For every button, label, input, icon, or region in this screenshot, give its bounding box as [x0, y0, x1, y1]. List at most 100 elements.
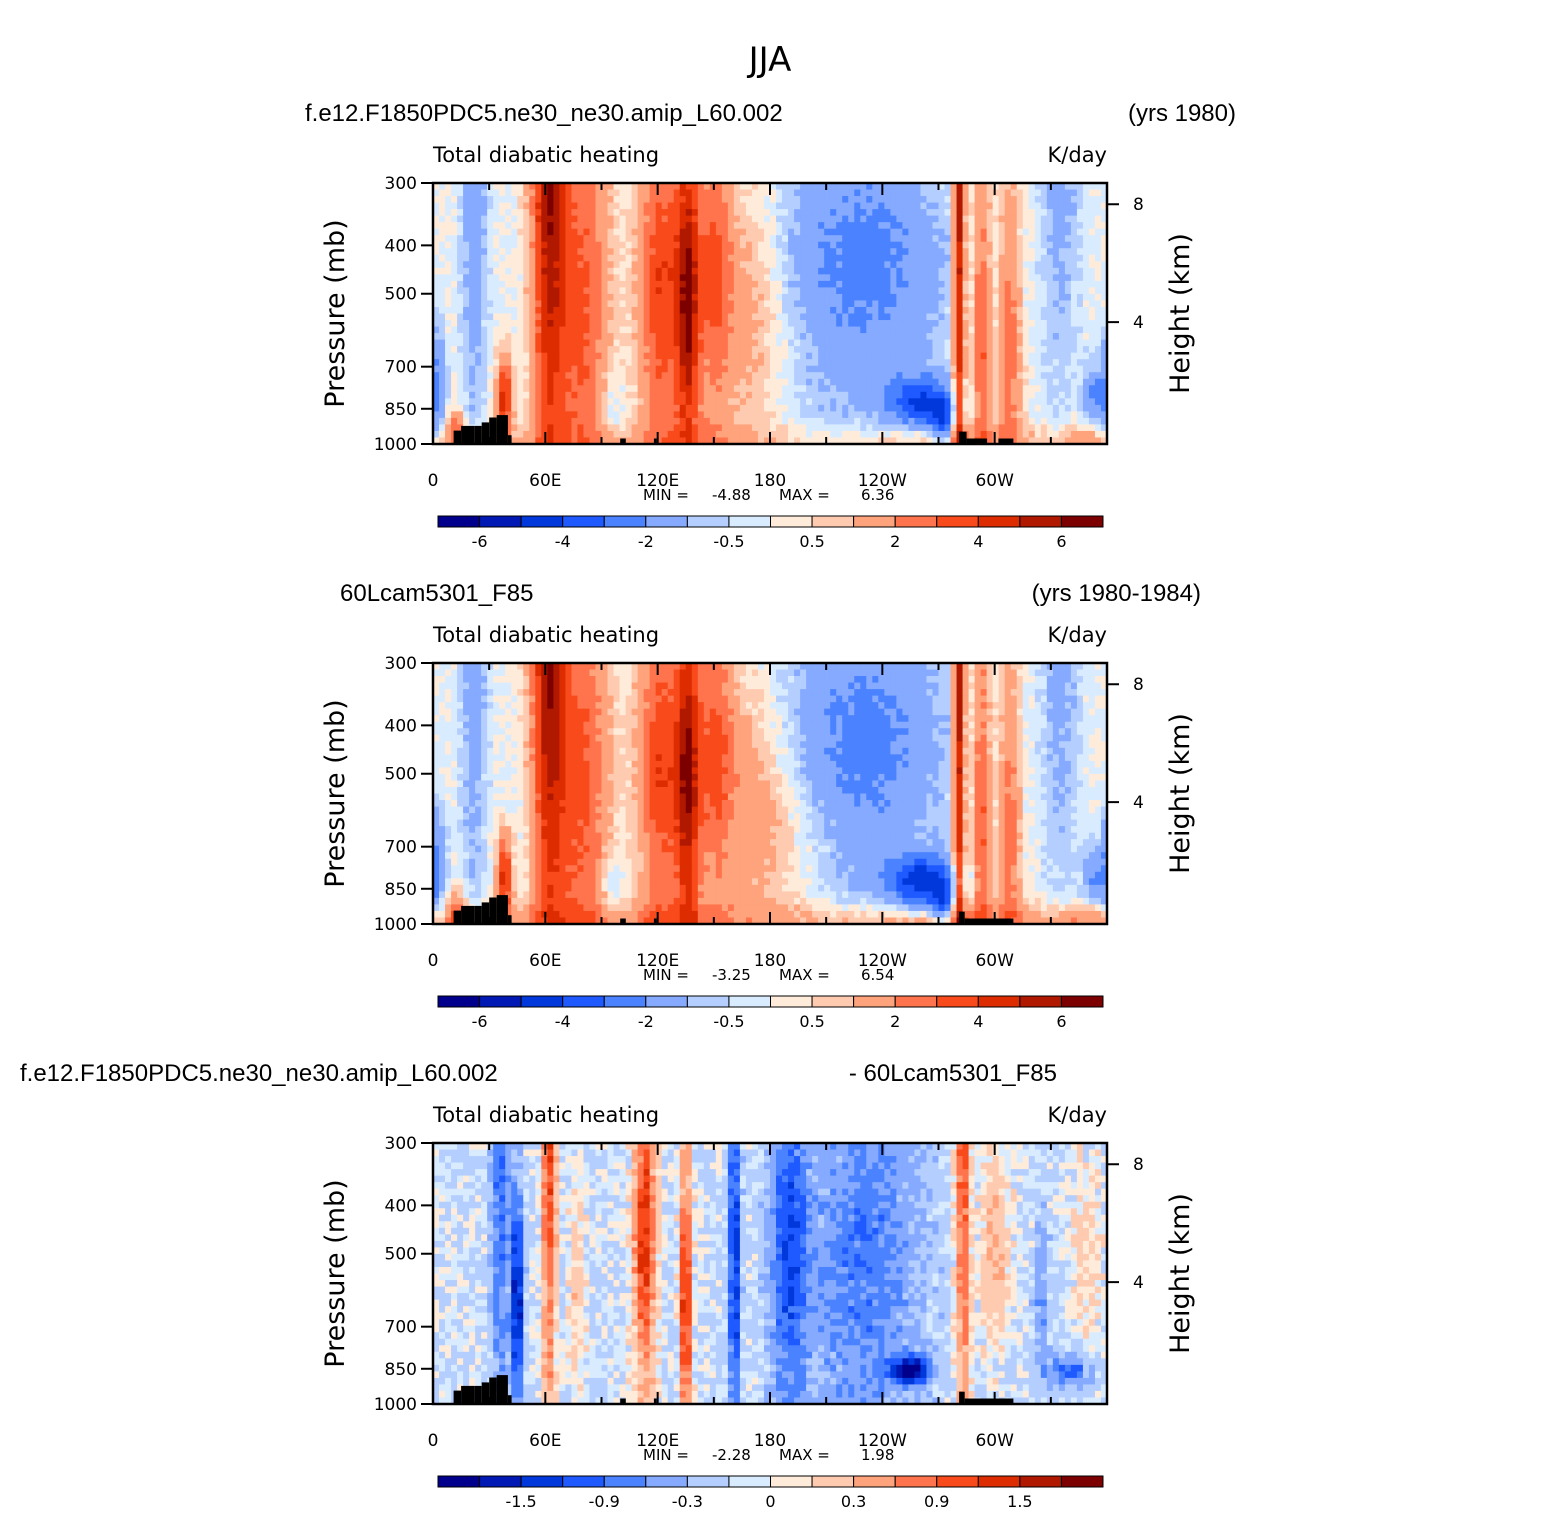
heatmap-cell [463, 235, 470, 243]
heatmap-cell [1058, 417, 1066, 426]
heatmap-cell [884, 215, 891, 223]
heatmap-cell [643, 682, 651, 690]
heatmap-cell [445, 359, 452, 367]
heatmap-cell [679, 280, 687, 289]
heatmap-cell [763, 215, 771, 223]
heatmap-cell [529, 333, 536, 341]
heatmap-cell [836, 228, 843, 236]
heatmap-cell [445, 333, 452, 341]
heatmap-cell [505, 287, 512, 295]
heatmap-cell [673, 411, 681, 419]
heatmap-cell [571, 669, 579, 677]
heatmap-cell [457, 663, 464, 671]
heatmap-cell [733, 293, 741, 302]
heatmap-cell [968, 248, 976, 256]
heatmap-cell [667, 339, 675, 347]
heatmap-cell [1040, 404, 1048, 412]
heatmap-cell [818, 430, 825, 439]
heatmap-cell [770, 202, 777, 210]
heatmap-cell [1034, 385, 1042, 393]
heatmap-cell [637, 189, 645, 197]
heatmap-cell [511, 333, 518, 341]
heatmap-cell [902, 359, 910, 367]
heatmap-cell [926, 209, 934, 217]
heatmap-cell [529, 404, 536, 412]
heatmap-cell [854, 346, 861, 354]
heatmap-cell [469, 346, 476, 354]
heatmap-cell [1088, 417, 1096, 426]
heatmap-cell [523, 248, 530, 256]
heatmap-cell [854, 215, 861, 223]
heatmap-cell [884, 372, 891, 380]
heatmap-cell [697, 306, 705, 315]
heatmap-cell [1040, 202, 1048, 210]
heatmap-cell [1034, 352, 1042, 360]
heatmap-cell [715, 424, 723, 432]
heatmap-cell [475, 248, 482, 256]
heatmap-cell [1034, 424, 1042, 432]
heatmap-cell [794, 326, 801, 334]
heatmap-cell [685, 346, 693, 354]
heatmap-cell [469, 359, 476, 367]
heatmap-cell [463, 326, 470, 334]
heatmap-cell [776, 228, 783, 236]
heatmap-cell [763, 430, 771, 439]
heatmap-cell [908, 183, 916, 191]
heatmap-cell [1016, 359, 1024, 367]
heatmap-cell [589, 313, 597, 321]
heatmap-cell [914, 228, 922, 236]
heatmap-cell [1058, 398, 1066, 406]
heatmap-cell [860, 261, 867, 269]
heatmap-cell [800, 235, 807, 243]
heatmap-cell [848, 339, 855, 347]
heatmap-cell [463, 183, 470, 191]
heatmap-cell [860, 411, 867, 419]
heatmap-cell [1058, 372, 1066, 380]
heatmap-cell [757, 209, 765, 217]
heatmap-cell [1040, 346, 1048, 354]
heatmap-cell [1082, 293, 1090, 302]
heatmap-cell [565, 430, 573, 439]
heatmap-cell [607, 241, 615, 249]
heatmap-cell [770, 676, 777, 684]
heatmap-cell [703, 346, 711, 354]
heatmap-cell [661, 676, 669, 684]
heatmap-cell [1004, 189, 1012, 197]
heatmap-cell [631, 235, 639, 243]
heatmap-cell [667, 280, 675, 289]
heatmap-cell [1070, 359, 1078, 367]
heatmap-cell [1010, 267, 1018, 275]
heatmap-cell [1094, 352, 1102, 360]
heatmap-cell [932, 359, 940, 367]
heatmap-cell [836, 274, 843, 282]
heatmap-cell [920, 222, 928, 230]
heatmap-cell [691, 248, 699, 256]
heatmap-cell [842, 320, 849, 328]
heatmap-cell [854, 300, 861, 308]
heatmap-cell [601, 320, 609, 328]
heatmap-cell [547, 254, 554, 262]
colorbar-box [728, 515, 772, 528]
heatmap-cell [559, 333, 566, 341]
heatmap-cell [962, 274, 970, 282]
heatmap-cell [745, 411, 753, 419]
heatmap-cell [547, 300, 554, 308]
heatmap-cell [499, 287, 506, 295]
heatmap-cell [457, 320, 464, 328]
heatmap-cell [770, 385, 777, 393]
colorbar-box [1019, 515, 1062, 528]
heatmap-cell [1004, 209, 1012, 217]
heatmap-cell [944, 424, 952, 432]
heatmap-cell [607, 248, 615, 256]
heatmap-cell [613, 254, 621, 262]
heatmap-cell [511, 372, 518, 380]
heatmap-cell [992, 254, 1000, 262]
heatmap-cell [451, 404, 458, 412]
heatmap-cell [709, 352, 717, 360]
heatmap-cell [709, 669, 717, 677]
heatmap-cell [517, 202, 524, 210]
heatmap-cell [830, 430, 837, 439]
heatmap-cell [451, 189, 458, 197]
heatmap-cell [854, 235, 861, 243]
heatmap-cell [854, 313, 861, 321]
